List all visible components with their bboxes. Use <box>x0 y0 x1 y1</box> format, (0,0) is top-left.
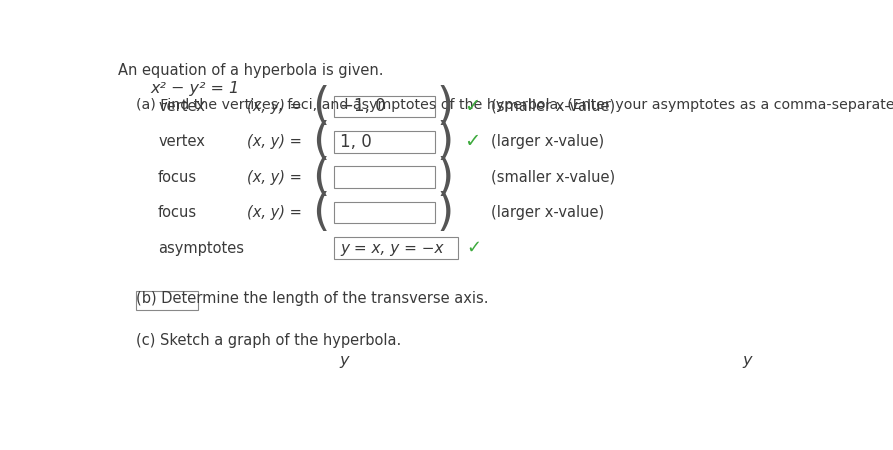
Text: (x, y) =: (x, y) = <box>247 205 307 220</box>
Text: x² − y² = 1: x² − y² = 1 <box>150 81 239 96</box>
Text: (: ( <box>313 156 330 199</box>
FancyBboxPatch shape <box>334 166 435 188</box>
Text: (a) Find the vertices, foci, and asymptotes of the hyperbola. (Enter your asympt: (a) Find the vertices, foci, and asympto… <box>137 98 893 112</box>
FancyBboxPatch shape <box>334 131 435 153</box>
Text: y = x, y = −x: y = x, y = −x <box>340 241 444 256</box>
Text: focus: focus <box>158 170 197 184</box>
Text: 1, 0: 1, 0 <box>340 133 372 151</box>
FancyBboxPatch shape <box>334 237 458 259</box>
Text: (x, y) =: (x, y) = <box>247 170 307 184</box>
Text: (b) Determine the length of the transverse axis.: (b) Determine the length of the transver… <box>137 291 489 306</box>
Text: ): ) <box>437 120 454 163</box>
Text: vertex: vertex <box>158 99 205 114</box>
Text: y: y <box>742 353 752 368</box>
FancyBboxPatch shape <box>334 202 435 223</box>
Text: ): ) <box>437 85 454 128</box>
Text: focus: focus <box>158 205 197 220</box>
Text: (x, y) =: (x, y) = <box>247 99 307 114</box>
Text: ✓: ✓ <box>464 132 480 151</box>
Text: (c) Sketch a graph of the hyperbola.: (c) Sketch a graph of the hyperbola. <box>137 333 402 348</box>
Text: (x, y) =: (x, y) = <box>247 134 307 149</box>
Text: (smaller x-value): (smaller x-value) <box>491 99 615 114</box>
Text: An equation of a hyperbola is given.: An equation of a hyperbola is given. <box>118 63 383 78</box>
Text: (smaller x-value): (smaller x-value) <box>491 170 615 184</box>
Text: (: ( <box>313 120 330 163</box>
Text: (larger x-value): (larger x-value) <box>491 205 605 220</box>
Text: ): ) <box>437 156 454 199</box>
FancyBboxPatch shape <box>137 291 198 310</box>
Text: ✓: ✓ <box>464 97 480 116</box>
Text: (: ( <box>313 85 330 128</box>
Text: ): ) <box>437 191 454 234</box>
Text: −1, 0: −1, 0 <box>340 97 386 115</box>
FancyBboxPatch shape <box>334 95 435 117</box>
Text: asymptotes: asymptotes <box>158 241 244 256</box>
Text: (larger x-value): (larger x-value) <box>491 134 605 149</box>
Text: ✓: ✓ <box>466 239 481 257</box>
Text: vertex: vertex <box>158 134 205 149</box>
Text: y: y <box>339 353 349 368</box>
Text: (: ( <box>313 191 330 234</box>
